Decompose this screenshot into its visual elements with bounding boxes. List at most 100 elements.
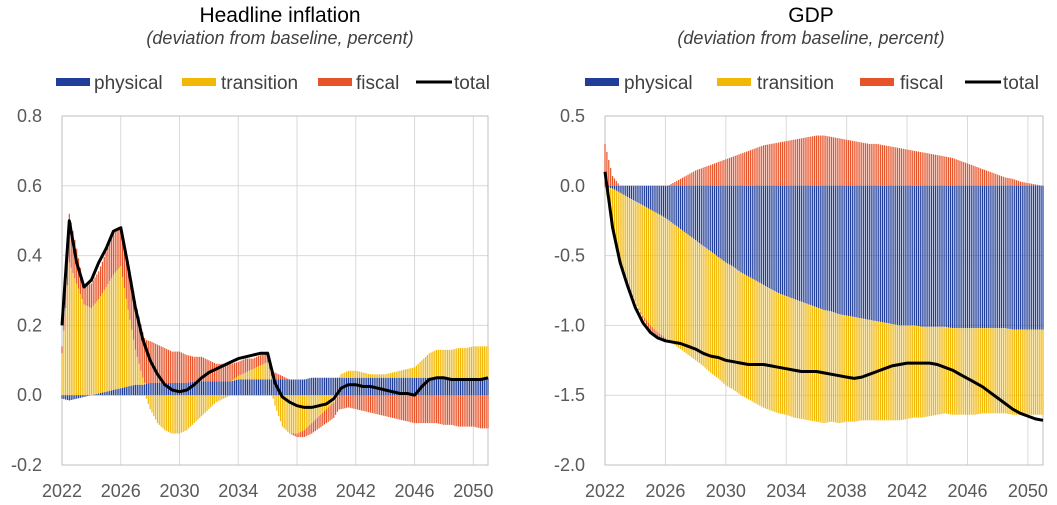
bar-physical: [424, 377, 427, 396]
bar-fiscal: [840, 138, 842, 186]
bar-fiscal: [189, 355, 192, 383]
bar-physical: [844, 185, 846, 316]
bar-fiscal: [472, 395, 474, 427]
bar-fiscal: [912, 150, 914, 186]
bar-fiscal: [395, 395, 397, 419]
bar-transition: [292, 395, 294, 434]
bar-transition: [276, 395, 278, 411]
bar-fiscal: [360, 395, 362, 411]
bar-transition: [441, 349, 443, 378]
bar-fiscal: [125, 252, 127, 299]
bar-transition: [868, 319, 870, 421]
bar-fiscal: [138, 316, 140, 364]
bar-fiscal: [404, 395, 406, 421]
bar-physical: [830, 185, 833, 312]
bar-fiscal: [957, 159, 959, 186]
bar-fiscal: [789, 140, 791, 186]
bar-fiscal: [932, 154, 935, 186]
bar-fiscal: [617, 183, 619, 186]
bar-physical: [804, 185, 806, 304]
bar-transition: [303, 395, 305, 431]
bar-physical: [210, 381, 212, 396]
bar-physical: [197, 381, 199, 396]
bar-physical: [160, 382, 162, 396]
bar-physical: [1027, 185, 1029, 330]
bar-fiscal: [645, 320, 648, 325]
bar-transition: [347, 370, 350, 378]
bars: [61, 213, 489, 438]
bar-physical: [666, 185, 668, 220]
bar-transition: [123, 287, 126, 388]
legend-label-fiscal: fiscal: [356, 73, 399, 94]
bar-physical: [683, 185, 685, 232]
tick-labels: -0.2 0.0 0.2 0.4 0.6 0.8 2022 2026 2030 2034 2038 2…: [11, 106, 493, 501]
bar-fiscal: [991, 172, 993, 186]
bar-fiscal: [678, 179, 680, 186]
bar-transition: [465, 348, 467, 378]
bar-transition: [281, 395, 283, 427]
bar-fiscal: [914, 150, 916, 186]
bar-fiscal: [819, 135, 821, 186]
bar-transition: [379, 374, 381, 378]
bar-transition: [768, 288, 770, 410]
bar-physical: [661, 185, 663, 216]
bar-physical: [785, 185, 787, 297]
bar-transition: [838, 314, 840, 424]
bar-physical: [940, 185, 942, 327]
bar-physical: [647, 185, 650, 209]
bar-transition: [443, 349, 445, 378]
bar-transition: [171, 395, 173, 434]
bar-physical: [334, 377, 337, 396]
bar-fiscal: [417, 395, 419, 424]
bar-physical: [759, 185, 761, 283]
bar-fiscal: [964, 162, 967, 186]
bar-fiscal: [693, 171, 695, 186]
bar-fiscal: [761, 146, 763, 186]
bar-physical: [904, 185, 906, 326]
bar-fiscal: [184, 354, 186, 383]
bar-transition: [847, 315, 850, 422]
bar-fiscal: [307, 426, 309, 436]
bar-fiscal: [353, 395, 355, 409]
bar-physical: [239, 379, 241, 396]
bar-physical: [657, 185, 659, 214]
bar-physical: [653, 185, 655, 212]
bar-transition: [234, 378, 236, 381]
bar-fiscal: [842, 139, 844, 186]
bar-transition: [268, 369, 271, 380]
bar-transition: [384, 374, 386, 378]
bar-transition: [447, 349, 449, 378]
bar-transition: [270, 376, 272, 380]
bar-transition: [160, 395, 162, 427]
bar-transition: [702, 245, 704, 366]
bar-transition: [834, 312, 836, 423]
bar-physical: [395, 377, 397, 396]
bar-transition: [272, 395, 274, 399]
bar-fiscal: [107, 247, 109, 284]
bar-fiscal: [454, 395, 456, 426]
bar-transition: [70, 267, 72, 396]
bar-transition: [917, 326, 919, 418]
bar-transition: [808, 304, 810, 421]
bar-fiscal: [85, 286, 87, 306]
bar-transition: [133, 339, 135, 386]
bar-physical: [627, 185, 629, 197]
bar-fiscal: [944, 156, 946, 186]
x-tick-label: 2046: [947, 481, 987, 501]
bar-transition: [1032, 329, 1035, 415]
bar-transition: [226, 395, 228, 397]
x-tick-label: 2034: [218, 481, 258, 501]
bar-physical: [406, 377, 408, 396]
bar-physical: [710, 185, 712, 252]
bar-physical: [634, 185, 636, 202]
bar-physical: [857, 185, 859, 318]
bar-physical: [902, 185, 904, 326]
bar-physical: [615, 185, 617, 191]
bar-fiscal: [863, 142, 865, 186]
bar-physical: [222, 381, 225, 396]
bar-fiscal: [445, 395, 447, 425]
bar-physical: [142, 384, 144, 396]
bar-physical: [787, 185, 789, 297]
bar-fiscal: [1015, 180, 1018, 186]
bar-physical: [415, 377, 417, 396]
